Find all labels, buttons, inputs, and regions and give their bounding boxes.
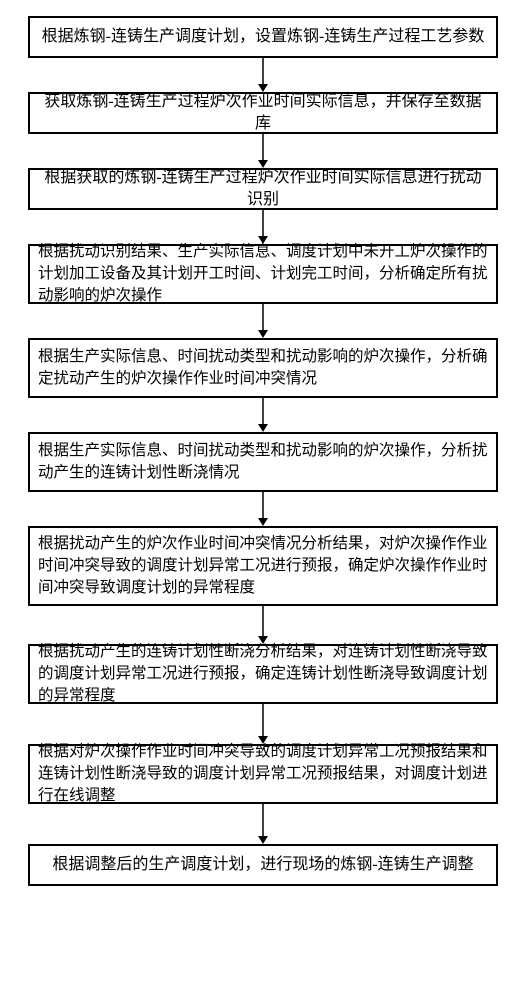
flow-arrow — [243, 606, 283, 644]
flow-node-text: 根据扰动产生的连铸计划性断浇分析结果，对连铸计划性断浇导致的调度计划异常工况进行… — [38, 641, 488, 706]
flow-node: 根据获取的炼钢-连铸生产过程炉次作业时间实际信息进行扰动识别 — [28, 168, 498, 210]
flow-node-text: 根据扰动产生的炉次作业时间冲突情况分析结果，对炉次操作作业时间冲突导致的调度计划… — [38, 533, 488, 598]
flow-arrow — [243, 134, 283, 168]
flow-node: 根据生产实际信息、时间扰动类型和扰动影响的炉次操作，分析确定扰动产生的炉次操作作… — [28, 338, 498, 398]
flow-node: 根据炼钢-连铸生产调度计划，设置炼钢-连铸生产过程工艺参数 — [28, 16, 498, 58]
flow-node: 根据扰动产生的炉次作业时间冲突情况分析结果，对炉次操作作业时间冲突导致的调度计划… — [28, 526, 498, 606]
flow-node-text: 根据扰动识别结果、生产实际信息、调度计划中未开工炉次操作的计划加工设备及其计划开… — [38, 241, 488, 306]
flow-node: 根据对炉次操作作业时间冲突导致的调度计划异常工况预报结果和连铸计划性断浇导致的调… — [28, 744, 498, 804]
flow-node-text: 根据获取的炼钢-连铸生产过程炉次作业时间实际信息进行扰动识别 — [38, 167, 488, 212]
flow-arrow — [243, 398, 283, 432]
flow-node-text: 获取炼钢-连铸生产过程炉次作业时间实际信息，并保存至数据库 — [38, 91, 488, 136]
flow-node-text: 根据调整后的生产调度计划，进行现场的炼钢-连铸生产调整 — [38, 854, 488, 876]
flow-node-text: 根据生产实际信息、时间扰动类型和扰动影响的炉次操作，分析扰动产生的连铸计划性断浇… — [38, 440, 488, 483]
flow-node: 根据扰动产生的连铸计划性断浇分析结果，对连铸计划性断浇导致的调度计划异常工况进行… — [28, 644, 498, 704]
flow-arrow — [243, 58, 283, 92]
flow-node-text: 根据生产实际信息、时间扰动类型和扰动影响的炉次操作，分析确定扰动产生的炉次操作作… — [38, 346, 488, 389]
flow-arrow — [243, 210, 283, 244]
flow-node: 获取炼钢-连铸生产过程炉次作业时间实际信息，并保存至数据库 — [28, 92, 498, 134]
flow-arrow — [243, 304, 283, 338]
flow-node: 根据扰动识别结果、生产实际信息、调度计划中未开工炉次操作的计划加工设备及其计划开… — [28, 244, 498, 304]
flow-node: 根据调整后的生产调度计划，进行现场的炼钢-连铸生产调整 — [28, 844, 498, 886]
flow-arrow — [243, 804, 283, 844]
flow-node: 根据生产实际信息、时间扰动类型和扰动影响的炉次操作，分析扰动产生的连铸计划性断浇… — [28, 432, 498, 492]
flow-node-text: 根据对炉次操作作业时间冲突导致的调度计划异常工况预报结果和连铸计划性断浇导致的调… — [38, 741, 488, 806]
flow-arrow — [243, 704, 283, 744]
flow-arrow — [243, 492, 283, 526]
flow-node-text: 根据炼钢-连铸生产调度计划，设置炼钢-连铸生产过程工艺参数 — [38, 26, 488, 48]
flowchart-canvas: 根据炼钢-连铸生产调度计划，设置炼钢-连铸生产过程工艺参数获取炼钢-连铸生产过程… — [0, 0, 522, 1000]
